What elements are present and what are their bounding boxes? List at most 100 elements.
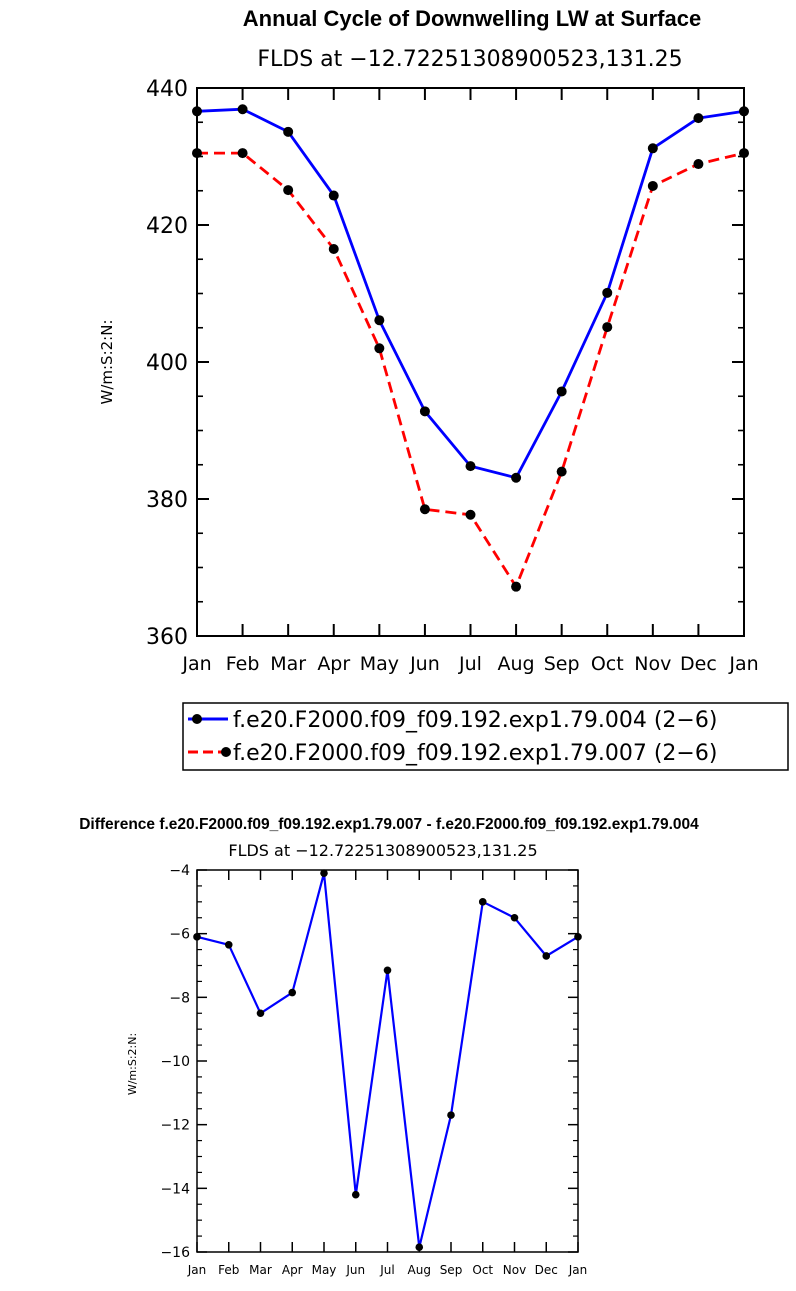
difference-panel: Difference f.e20.F2000.f09_f09.192.exp1.… <box>79 816 699 1277</box>
data-point-series-1 <box>237 148 248 159</box>
data-point-series-1 <box>693 159 704 170</box>
legend-label-007: f.e20.F2000.f09_f09.192.exp1.79.007 (2−6… <box>233 741 717 766</box>
x-tick-label: Jan <box>181 653 211 675</box>
chart-subtitle: FLDS at −12.72251308900523,131.25 <box>257 47 682 72</box>
data-point-series-0 <box>374 315 385 326</box>
data-point-series-0 <box>465 461 476 472</box>
y-axis-label: W/m:S:2:N: <box>98 320 116 405</box>
legend-marker-007 <box>221 747 231 757</box>
annual-cycle-panel: Annual Cycle of Downwelling LW at Surfac… <box>98 6 759 675</box>
x-tick-label: May <box>360 653 399 675</box>
x-tick-label: Jun <box>409 653 440 675</box>
data-point-series-0 <box>542 952 551 960</box>
x-tick-label: Jul <box>379 1263 394 1277</box>
legend-marker-004 <box>192 714 202 724</box>
x-tick-labels: Jan Feb Mar Apr May Jun Jul Aug Sep Oct Nov Dec Jan <box>187 1263 588 1277</box>
axis-ticks <box>196 87 745 637</box>
data-point-series-0 <box>351 1190 360 1199</box>
x-tick-label: Jul <box>458 653 482 675</box>
x-tick-label: Mar <box>249 1263 272 1277</box>
x-tick-label: Mar <box>270 653 306 675</box>
chart-title: Annual Cycle of Downwelling LW at Surfac… <box>243 6 701 31</box>
x-tick-labels: Jan Feb Mar Apr May Jun Jul Aug Sep Oct Nov Dec Jan <box>181 653 758 675</box>
data-point-series-1 <box>511 581 522 592</box>
data-point-series-0 <box>556 386 567 397</box>
data-point-series-0 <box>328 190 339 201</box>
plot-series <box>192 104 749 592</box>
legend-entry-004: f.e20.F2000.f09_f09.192.exp1.79.004 (2−6… <box>188 708 717 733</box>
data-point-series-1 <box>328 243 339 254</box>
data-point-series-0 <box>224 941 233 949</box>
x-tick-label: Oct <box>591 653 624 675</box>
data-point-series-0 <box>511 472 522 483</box>
x-tick-label: Feb <box>218 1263 239 1277</box>
data-point-series-0 <box>237 104 248 115</box>
legend-box <box>182 702 789 771</box>
y-tick-label: −16 <box>160 1245 190 1261</box>
y-tick-label: −8 <box>169 990 190 1006</box>
data-point-series-1 <box>419 504 430 515</box>
data-point-series-1 <box>374 343 385 354</box>
data-point-series-0 <box>419 406 430 417</box>
x-tick-label: Sep <box>544 653 580 675</box>
data-point-series-1 <box>556 466 567 477</box>
data-point-series-1 <box>647 180 658 191</box>
y-tick-label: −10 <box>160 1054 190 1070</box>
chart-title: Difference f.e20.F2000.f09_f09.192.exp1.… <box>79 816 699 833</box>
data-point-series-0 <box>478 898 487 906</box>
x-tick-label: Dec <box>680 653 717 675</box>
data-point-series-1 <box>465 509 476 520</box>
y-tick-label: −6 <box>169 927 190 943</box>
x-tick-label: Jun <box>345 1263 365 1277</box>
y-axis-label: W/m:S:2:N: <box>126 1033 139 1095</box>
x-tick-label: Apr <box>282 1263 303 1277</box>
x-tick-label: Feb <box>226 653 260 675</box>
x-tick-label: May <box>312 1263 337 1277</box>
x-tick-label: Oct <box>472 1263 493 1277</box>
x-tick-label: Nov <box>503 1263 526 1277</box>
data-point-series-0 <box>693 113 704 124</box>
data-point-series-0 <box>383 966 392 975</box>
y-tick-label: 400 <box>146 351 188 376</box>
y-tick-label: 420 <box>146 214 188 239</box>
x-tick-label: Jan <box>187 1263 207 1277</box>
x-tick-label: Sep <box>440 1263 463 1277</box>
y-tick-label: 360 <box>146 625 188 650</box>
x-tick-label: Nov <box>634 653 671 675</box>
y-tick-label: 380 <box>146 488 188 513</box>
x-tick-label: Aug <box>498 653 535 675</box>
data-point-series-0 <box>647 143 658 154</box>
y-tick-labels: −16 −14 −12 −10 −8 −6 −4 <box>160 863 190 1261</box>
data-point-series-1 <box>283 185 294 196</box>
y-tick-label: 440 <box>146 77 188 102</box>
plot-frame <box>196 869 579 1253</box>
y-tick-label: −4 <box>169 863 190 879</box>
data-point-series-0 <box>288 988 297 997</box>
data-point-series-0 <box>415 1243 424 1252</box>
x-tick-label: Apr <box>317 653 350 675</box>
y-tick-label: −14 <box>160 1181 190 1197</box>
data-point-series-1 <box>602 322 613 333</box>
plot-series <box>193 869 582 1252</box>
chart-subtitle: FLDS at −12.72251308900523,131.25 <box>228 841 537 860</box>
x-tick-label: Aug <box>408 1263 431 1277</box>
x-tick-label: Dec <box>535 1263 558 1277</box>
data-point-series-0 <box>320 869 328 877</box>
plot-frame <box>196 87 745 637</box>
legend: f.e20.F2000.f09_f09.192.exp1.79.004 (2−6… <box>182 702 789 771</box>
data-point-series-0 <box>602 287 613 298</box>
series-line-0 <box>196 107 745 480</box>
data-point-series-0 <box>510 913 519 922</box>
x-tick-label: Jan <box>568 1263 588 1277</box>
y-tick-labels: 360 380 400 420 440 <box>146 77 188 650</box>
y-tick-label: −12 <box>160 1118 190 1134</box>
data-point-series-0 <box>447 1111 455 1119</box>
data-point-series-0 <box>256 1009 265 1018</box>
legend-label-004: f.e20.F2000.f09_f09.192.exp1.79.004 (2−6… <box>233 708 717 733</box>
data-point-series-0 <box>283 126 294 137</box>
series-line-0 <box>196 872 579 1249</box>
series-line-1 <box>197 151 745 589</box>
axis-ticks <box>196 869 579 1253</box>
legend-entry-007: f.e20.F2000.f09_f09.192.exp1.79.007 (2−6… <box>188 741 717 766</box>
